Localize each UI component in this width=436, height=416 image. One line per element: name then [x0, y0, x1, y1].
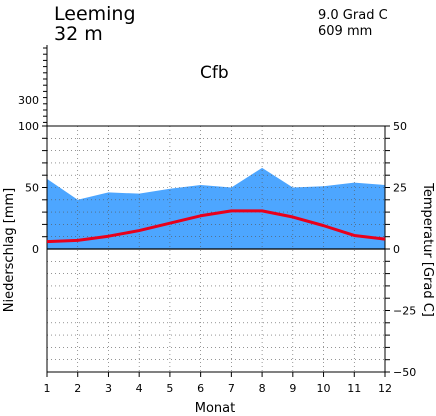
x-tick-label: 1	[44, 382, 51, 395]
annual-precipitation: 609 mm	[318, 24, 372, 39]
x-tick-label: 4	[136, 382, 143, 395]
station-name: Leeming	[54, 3, 136, 25]
x-tick-label: 12	[378, 382, 392, 395]
x-axis-label: Monat	[195, 401, 235, 416]
temperature-line	[46, 209, 386, 244]
temp-tick-label: −50	[393, 366, 416, 379]
x-tick-label: 2	[74, 382, 81, 395]
left-axis-label: Niederschlag [mm]	[2, 188, 17, 313]
precip-tick-label: 50	[25, 182, 39, 195]
precipitation-series	[47, 167, 385, 249]
mean-temperature: 9.0 Grad C	[318, 8, 388, 23]
x-tick-label: 11	[347, 382, 361, 395]
x-tick-label: 6	[197, 382, 204, 395]
precip-tick-label: 100	[18, 120, 39, 133]
x-tick-label: 9	[289, 382, 296, 395]
temperature-series	[46, 209, 386, 244]
x-tick-label: 8	[259, 382, 266, 395]
precip-tick-label: 300	[18, 94, 39, 107]
grid	[47, 125, 385, 373]
temp-tick-label: 0	[393, 243, 400, 256]
x-tick-label: 5	[166, 382, 173, 395]
precipitation-area	[47, 167, 385, 249]
right-axis-label: Temperatur [Grad C]	[420, 182, 435, 317]
station-elevation: 32 m	[54, 23, 103, 45]
x-tick-label: 3	[105, 382, 112, 395]
temp-tick-label: 25	[393, 182, 407, 195]
axes	[42, 45, 390, 377]
x-tick-label: 10	[317, 382, 331, 395]
temp-tick-label: 50	[393, 120, 407, 133]
precip-tick-label: 0	[32, 243, 39, 256]
temp-tick-label: −25	[393, 305, 416, 318]
x-tick-label: 7	[228, 382, 235, 395]
climate-class: Cfb	[200, 63, 229, 83]
